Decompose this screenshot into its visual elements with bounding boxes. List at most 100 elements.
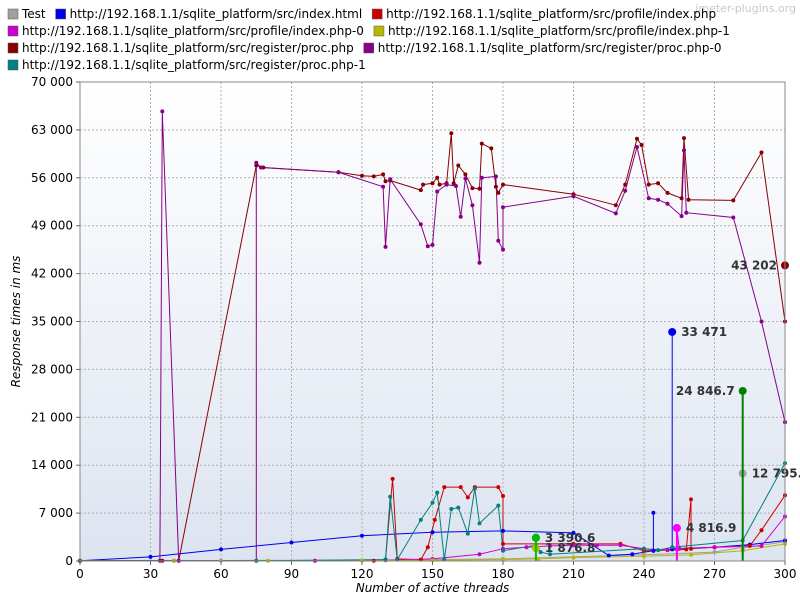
series-point xyxy=(496,190,501,195)
series-point xyxy=(665,190,670,195)
y-tick-label: 49 000 xyxy=(31,219,73,233)
series-point xyxy=(477,521,482,526)
x-tick-label: 90 xyxy=(284,567,299,581)
series-point xyxy=(501,182,505,187)
series-point xyxy=(381,184,386,189)
series-point xyxy=(689,552,693,557)
series-point xyxy=(679,214,684,219)
data-label: 33 471 xyxy=(681,325,727,339)
data-labels: 12 795.9 33 471 4 816.9 1 876.8 43 202 3 390.… xyxy=(531,258,800,561)
y-tick-label: 21 000 xyxy=(31,410,73,424)
series-point xyxy=(759,319,764,324)
series-point xyxy=(501,548,505,553)
series-point xyxy=(477,260,482,265)
series-point xyxy=(437,182,442,187)
series-point xyxy=(456,163,461,168)
series-point xyxy=(432,517,437,522)
series-point xyxy=(465,495,470,500)
series-point xyxy=(456,505,461,510)
series-point xyxy=(639,143,644,147)
series-point xyxy=(493,174,498,179)
series-point xyxy=(418,188,423,193)
series-point xyxy=(759,528,764,533)
series-point xyxy=(383,244,388,249)
series-point xyxy=(501,205,505,210)
series-line xyxy=(80,478,786,562)
series-point xyxy=(642,546,646,551)
series-point xyxy=(635,145,639,149)
series-point xyxy=(435,490,440,495)
x-tick-label: 180 xyxy=(492,567,515,581)
series-point xyxy=(470,203,475,208)
series-point xyxy=(646,196,651,201)
data-label: 4 816.9 xyxy=(686,521,736,535)
series-point xyxy=(477,186,482,191)
y-tick-label: 7 000 xyxy=(39,506,73,520)
x-tick-label: 210 xyxy=(562,567,585,581)
series-point xyxy=(371,174,376,179)
series-point xyxy=(689,546,693,551)
series-point xyxy=(496,485,501,490)
series-point xyxy=(458,214,463,219)
x-tick-label: 300 xyxy=(774,567,797,581)
series-point xyxy=(449,131,454,136)
series-point xyxy=(548,552,552,557)
series-point xyxy=(731,215,736,220)
series-point xyxy=(336,170,341,175)
series-point xyxy=(479,175,484,180)
legend-label: http://192.168.1.1/sqlite_platform/src/r… xyxy=(22,41,354,55)
legend-label: http://192.168.1.1/sqlite_platform/src/p… xyxy=(22,24,364,38)
legend-label: Test xyxy=(21,7,46,21)
series-point xyxy=(524,545,529,550)
series-point xyxy=(360,533,364,538)
x-tick-label: 270 xyxy=(703,567,726,581)
x-tick-label: 60 xyxy=(213,567,228,581)
series-point xyxy=(646,182,651,187)
series-point xyxy=(712,550,717,555)
series-point xyxy=(623,188,628,193)
series-point xyxy=(430,530,435,535)
y-axis: 0 7 000 14 000 21 000 28 000 35 000 42 000 49 0… xyxy=(31,75,80,568)
y-tick-label: 35 000 xyxy=(31,315,73,329)
series-point xyxy=(686,197,691,202)
series-point xyxy=(501,528,505,533)
x-tick-label: 240 xyxy=(633,567,656,581)
x-axis-title: Number of active threads xyxy=(356,581,510,595)
legend-swatch xyxy=(7,59,19,71)
legend-swatch xyxy=(55,8,66,20)
series-point xyxy=(442,485,447,490)
series-point xyxy=(219,547,223,552)
series-point xyxy=(451,181,456,186)
x-tick-label: 0 xyxy=(76,567,84,581)
series-point xyxy=(679,196,684,201)
series-point xyxy=(595,543,599,548)
series-point xyxy=(289,540,294,545)
plot-area: 12 795.9 33 471 4 816.9 1 876.8 43 202 3 390.… xyxy=(78,81,800,563)
series-point xyxy=(656,197,661,202)
series-point xyxy=(493,184,498,189)
data-label: 3 390.6 xyxy=(545,531,595,545)
series-point xyxy=(381,172,386,177)
series-point xyxy=(665,548,670,553)
y-tick-label: 70 000 xyxy=(31,75,73,89)
series-point xyxy=(731,198,736,203)
series-point xyxy=(677,546,682,551)
series-point xyxy=(613,211,618,216)
series-point xyxy=(489,146,494,151)
series-point xyxy=(496,503,501,508)
series-point xyxy=(496,238,501,243)
series-point xyxy=(463,176,468,181)
series-point xyxy=(388,494,393,499)
data-label: 24 846.7 xyxy=(676,384,735,398)
legend-label: http://192.168.1.1/sqlite_platform/src/p… xyxy=(388,24,730,38)
legend-swatch xyxy=(371,8,383,20)
series-point xyxy=(435,175,440,180)
series-point xyxy=(759,150,764,155)
series-point xyxy=(425,545,430,550)
legend: Test http://192.168.1.1/sqlite_platform/s… xyxy=(7,7,730,72)
series-point xyxy=(421,182,426,187)
series-point xyxy=(618,543,623,548)
label-marker xyxy=(668,327,677,336)
series-point xyxy=(623,182,628,187)
series-point xyxy=(689,497,693,502)
